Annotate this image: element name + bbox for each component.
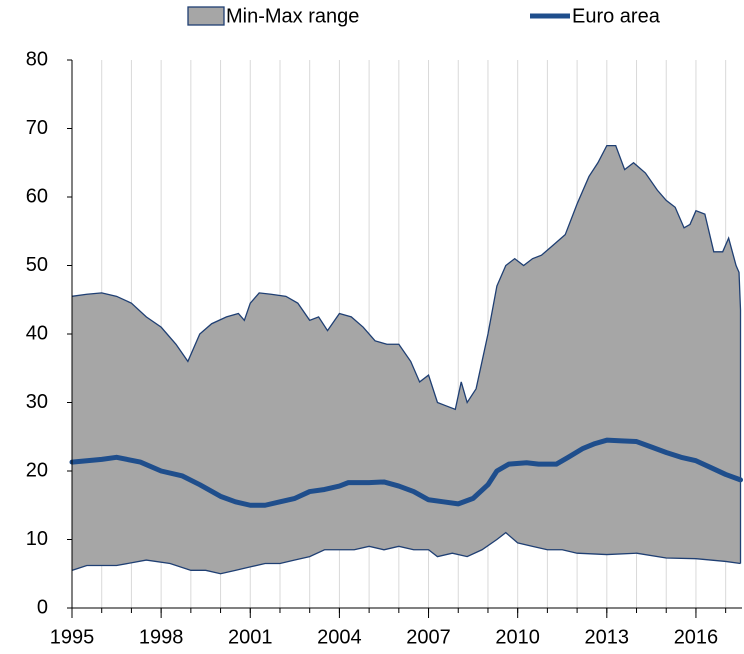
legend-swatch	[187, 6, 225, 26]
x-tick-label: 2010	[495, 626, 540, 648]
line-series	[69, 437, 744, 508]
x-tick-label: 1995	[50, 626, 95, 648]
legend-label: Euro area	[572, 5, 661, 27]
y-tick-label: 40	[26, 322, 48, 344]
y-tick-label: 10	[26, 528, 48, 550]
x-tick-label: 2013	[585, 626, 630, 648]
y-tick-label: 80	[26, 48, 48, 70]
legend-label: Min-Max range	[226, 5, 359, 27]
x-tick-label: 2001	[228, 626, 273, 648]
x-tick-label: 2016	[674, 626, 719, 648]
range-edge	[71, 531, 741, 575]
x-tick-label: 2004	[317, 626, 362, 648]
range-area	[72, 145, 741, 574]
y-tick-label: 30	[26, 391, 48, 413]
y-tick-label: 0	[37, 596, 48, 618]
range-edge	[71, 144, 742, 411]
x-tick-label: 2007	[406, 626, 451, 648]
y-tick-label: 50	[26, 254, 48, 276]
x-tick-label: 1998	[139, 626, 184, 648]
y-tick-label: 70	[26, 117, 48, 139]
y-tick-label: 60	[26, 185, 48, 207]
y-tick-label: 20	[26, 459, 48, 481]
